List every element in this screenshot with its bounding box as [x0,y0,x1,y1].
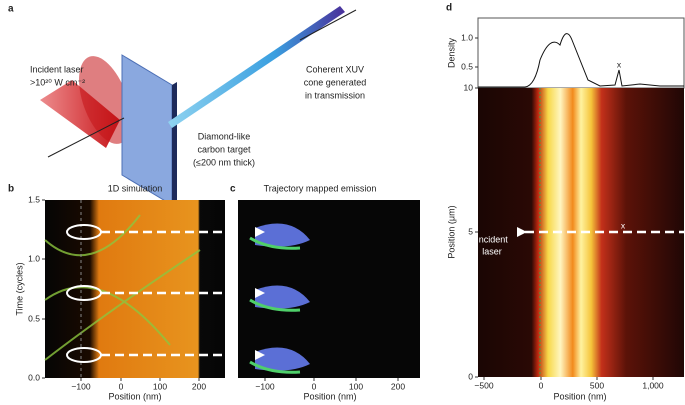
annotation: laser [482,246,502,256]
x-tick-label: 100 [349,381,363,391]
x-label: Position (nm) [553,391,606,401]
y-tick-label: 1.5 [28,194,40,204]
arrow [299,9,357,41]
arrow [517,227,527,237]
text: Coherent XUV [306,64,364,74]
x-tick-label: −100 [71,381,90,391]
text: >10²⁰ W cm⁻² [30,77,85,87]
laser-cone [79,56,131,144]
xuv-beam [168,6,345,128]
text: Incident laser [30,64,84,74]
y-label: Position (μm) [446,205,456,258]
y-label: Density [446,37,456,68]
x-tick-label: 200 [192,381,206,391]
y-tick-label: 0.5 [461,61,473,71]
text: in transmission [305,90,365,100]
text: Diamond-like [198,131,251,141]
y-tick-label: 0.0 [28,372,40,382]
x-tick-label: 1,000 [642,380,664,390]
x-tick-label: 0 [312,381,317,391]
x-tick-label: 0 [539,380,544,390]
density-curve [478,33,684,88]
x-tick-label: 200 [391,381,405,391]
text: cone generated [304,77,367,87]
y-tick-label: 1.0 [461,32,473,42]
y-tick-label: 10 [464,82,474,92]
annotation: x [617,59,622,69]
x-tick-label: 500 [590,380,604,390]
arrow [47,117,125,158]
trajectories [44,214,201,361]
y-label: Time (cycles) [14,262,24,315]
x-tick-label: 100 [153,381,167,391]
y-tick-label: 1.0 [28,253,40,263]
panel-label: b [8,184,14,195]
text: (≤200 nm thick) [193,157,255,167]
density-plot [477,17,685,89]
title: 1D simulation [108,183,163,193]
title: Trajectory mapped emission [264,183,377,193]
x-label: Position (nm) [108,391,161,401]
y-tick-label: 0.5 [28,313,40,323]
x-tick-label: −100 [255,381,274,391]
y-tick-label: 0 [468,371,473,381]
panel-label: d [446,3,452,14]
x-label: Position (nm) [303,391,356,401]
annotation: x [621,220,626,230]
panel-label: c [230,184,236,195]
target-edge [172,82,177,205]
text: carbon target [197,144,251,154]
x-tick-label: −500 [474,380,493,390]
panel-label: a [8,4,14,15]
annotation: Incident [476,234,508,244]
x-tick-label: 0 [119,381,124,391]
emission [249,223,310,374]
y-tick-label: 5 [468,226,473,236]
